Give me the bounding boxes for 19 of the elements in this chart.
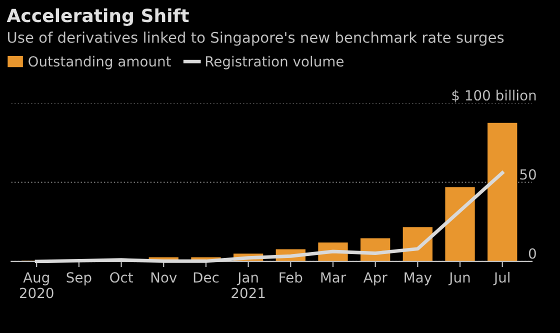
y-tick-label: 50 <box>520 169 536 180</box>
x-tick-label: Jul <box>493 272 510 286</box>
x-tick-label: Feb <box>280 272 302 283</box>
chart-title: Accelerating Shift <box>6 8 189 26</box>
y-tick-label: $ 100 billion <box>452 90 536 102</box>
x-tick-label: Aug 2020 <box>20 272 54 298</box>
x-tick-label: Oct <box>110 272 133 283</box>
y-tick-label: 0 <box>528 248 536 259</box>
x-tick-label: Mar <box>321 272 346 283</box>
x-tick-label: Jan 2021 <box>232 272 265 298</box>
x-tick-label: May <box>404 272 432 286</box>
x-tick-label: Jun <box>448 272 470 286</box>
chart-subtitle: Use of derivatives linked to Singapore's new benchmark rate surges <box>8 32 504 46</box>
x-tick-label: Nov <box>151 272 177 283</box>
x-tick-label: Apr <box>363 272 388 286</box>
x-tick-label: Sep <box>66 272 92 286</box>
x-tick-label: Dec <box>194 272 219 283</box>
legend-label: Registration volume <box>206 56 344 70</box>
legend-label: Outstanding amount <box>28 56 171 70</box>
